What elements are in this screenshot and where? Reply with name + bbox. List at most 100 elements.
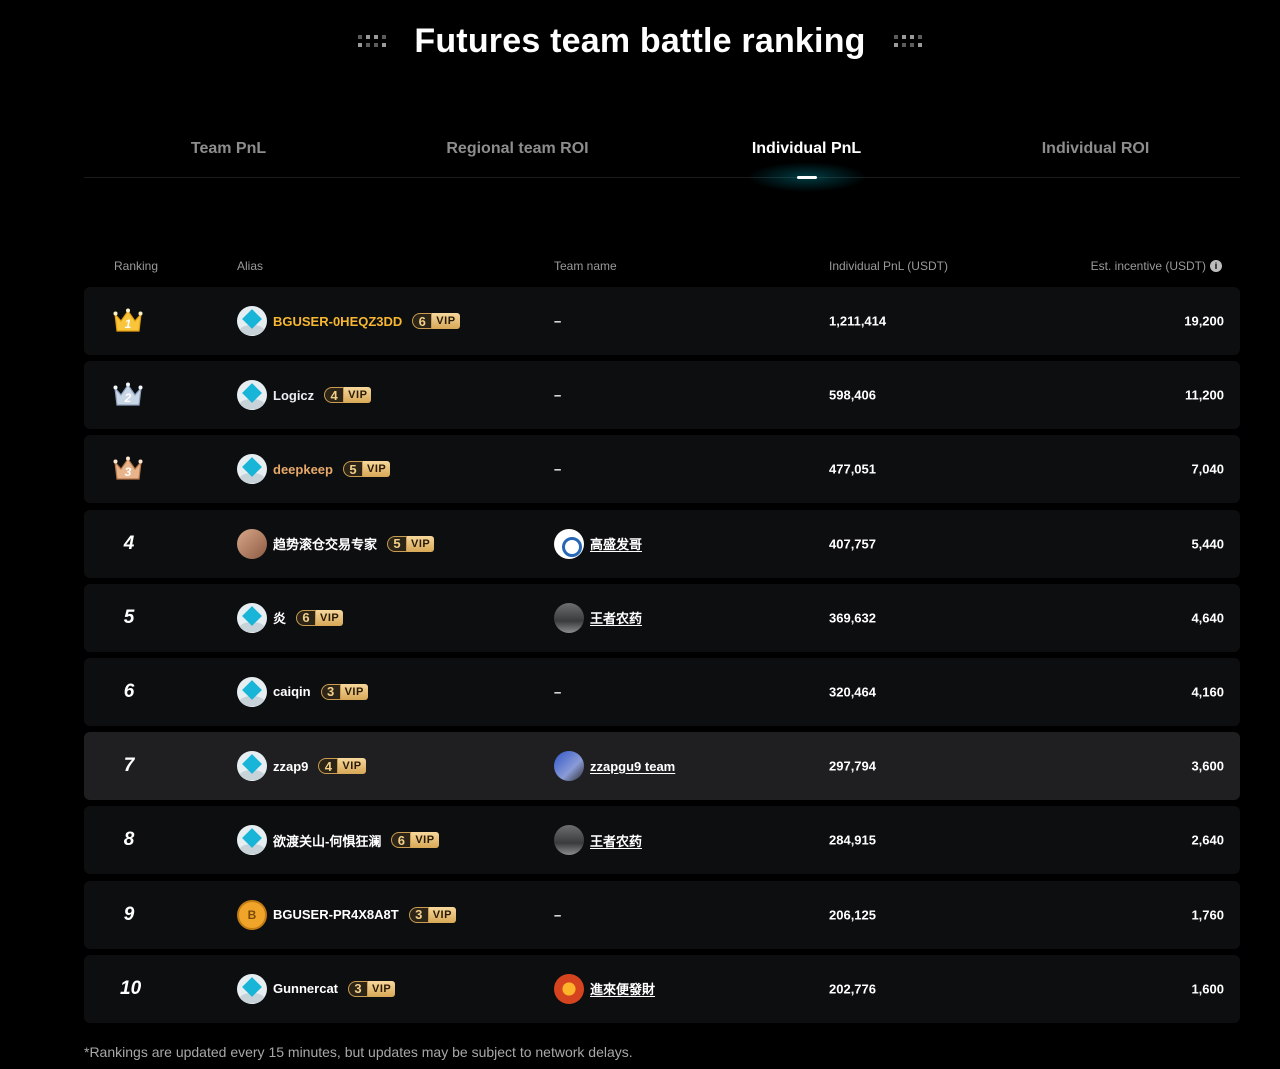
- team-cell: 王者农药: [554, 602, 643, 633]
- header-team-name: Team name: [554, 259, 617, 273]
- rank-number: 9: [123, 903, 135, 925]
- header-est-incentive-label: Est. incentive (USDT): [1090, 259, 1206, 273]
- rank-number: 2: [124, 391, 132, 406]
- avatar: [237, 528, 267, 559]
- vip-badge: 5 VIP: [342, 461, 391, 478]
- individual-pnl: 284,915: [829, 832, 876, 848]
- est-incentive: 19,200: [1184, 313, 1224, 329]
- team-avatar[interactable]: [554, 602, 584, 633]
- est-incentive: 1,600: [1191, 981, 1224, 997]
- default-avatar-icon: [237, 676, 267, 707]
- alias-cell: 趋势滚仓交易专家 5 VIP: [237, 528, 435, 559]
- alias-name: deepkeep: [273, 461, 333, 477]
- vip-badge: 3 VIP: [348, 980, 396, 997]
- vip-label: VIP: [338, 758, 366, 775]
- individual-pnl: 407,757: [829, 536, 876, 552]
- tab-individual-roi[interactable]: Individual ROI: [1041, 140, 1150, 157]
- individual-pnl: 202,776: [829, 981, 876, 997]
- header-est-incentive: Est. incentive (USDT) i: [1091, 259, 1222, 273]
- header-individual-pnl: Individual PnL (USDT): [829, 259, 948, 273]
- est-incentive: 4,160: [1191, 684, 1224, 700]
- team-name-link[interactable]: 王者农药: [590, 833, 643, 849]
- table-row: 7 zzap9 4 VIP zzapgu9 team 297,794 3,600: [84, 732, 1240, 801]
- rank-number: 8: [123, 829, 135, 851]
- default-avatar-icon: [237, 973, 267, 1004]
- alias-cell: BGUSER-0HEQZ3DD 6 VIP: [237, 306, 460, 336]
- vip-level: 5: [342, 461, 363, 478]
- individual-pnl: 1,211,414: [829, 313, 887, 329]
- default-avatar-icon: [237, 306, 267, 336]
- est-incentive: 2,640: [1191, 832, 1224, 848]
- alias-cell: B BGUSER-PR4X8A8T 3 VIP: [237, 899, 456, 930]
- rank-number: 3: [124, 465, 132, 480]
- vip-badge: 4 VIP: [324, 387, 372, 404]
- team-name-link[interactable]: 高盛发哥: [590, 537, 643, 553]
- alias-name: zzap9: [273, 758, 309, 774]
- alias-cell: 欲渡关山-何惧狂澜 6 VIP: [237, 825, 439, 856]
- team-cell: zzapgu9 team: [554, 751, 676, 782]
- individual-pnl: 369,632: [829, 610, 876, 626]
- rank-number: 5: [123, 606, 135, 628]
- header-ranking: Ranking: [114, 259, 159, 273]
- table-row: 3 deepkeep 5 VIP – 477,051 7,040: [84, 435, 1240, 504]
- individual-pnl: 297,794: [829, 758, 876, 774]
- team-name-link[interactable]: 王者农药: [590, 611, 643, 627]
- table-row: 6 caiqin 3 VIP – 320,464 4,160: [84, 657, 1240, 726]
- team-avatar[interactable]: [554, 973, 584, 1004]
- team-avatar[interactable]: [554, 751, 584, 782]
- decorative-dots-left-icon: [358, 35, 387, 47]
- alias-cell: Logicz 4 VIP: [237, 380, 372, 411]
- team-empty: –: [554, 461, 562, 477]
- alias-cell: Gunnercat 3 VIP: [237, 973, 396, 1004]
- vip-label: VIP: [316, 609, 344, 626]
- table-row: 5 炎 6 VIP 王者农药 369,632 4,640: [84, 583, 1240, 652]
- table-row: 2 Logicz 4 VIP – 598,406 11,200: [84, 361, 1240, 430]
- team-empty: –: [554, 907, 562, 922]
- alias-name: Gunnercat: [273, 981, 339, 997]
- table-row: 10 Gunnercat 3 VIP 進來便發財 202,776 1,600: [84, 954, 1240, 1023]
- team-name-link[interactable]: zzapgu9 team: [590, 758, 676, 774]
- team-cell: –: [554, 388, 561, 403]
- vip-level: 5: [387, 535, 408, 552]
- alias-name: 趋势滚仓交易专家: [273, 537, 378, 553]
- tab-individual-pnl[interactable]: Individual PnL: [662, 120, 951, 178]
- default-avatar-icon: [237, 751, 267, 782]
- info-icon[interactable]: i: [1210, 260, 1222, 272]
- alias-cell: 炎 6 VIP: [237, 602, 344, 633]
- vip-label: VIP: [362, 461, 391, 478]
- vip-level: 3: [320, 683, 341, 700]
- silver-crown-icon: 2: [113, 382, 143, 408]
- individual-pnl: 598,406: [829, 387, 876, 403]
- ranking-table-body: 1 BGUSER-0HEQZ3DD 6 VIP –1,211,414 19,200 2 Log…: [84, 287, 1240, 1029]
- vip-badge: 3 VIP: [320, 683, 368, 700]
- team-empty: –: [554, 387, 562, 403]
- team-cell: –: [554, 907, 561, 922]
- est-incentive: 4,640: [1191, 610, 1224, 626]
- rank-number: 4: [123, 532, 135, 554]
- page-title: Futures team battle ranking: [414, 21, 866, 60]
- team-name-link[interactable]: 進來便發財: [590, 982, 656, 998]
- est-incentive: 1,760: [1191, 907, 1224, 922]
- vip-label: VIP: [411, 832, 439, 849]
- vip-badge: 4 VIP: [318, 758, 366, 775]
- table-row: 1 BGUSER-0HEQZ3DD 6 VIP – 1,211,414 19,200: [84, 287, 1240, 355]
- table-row: 4 趋势滚仓交易专家 5 VIP 高盛发哥 407,757 5,440: [84, 509, 1240, 578]
- tab-team-pnl[interactable]: Team PnL: [190, 140, 267, 157]
- vip-badge: 5 VIP: [387, 535, 435, 552]
- team-avatar[interactable]: [554, 528, 584, 559]
- vip-label: VIP: [428, 906, 456, 923]
- table-header: Ranking Alias Team name Individual PnL (…: [84, 256, 1240, 276]
- alias-name: BGUSER-PR4X8A8T: [273, 907, 399, 922]
- vip-level: 4: [324, 387, 345, 404]
- vip-level: 3: [348, 980, 369, 997]
- individual-pnl: 477,051: [829, 461, 876, 477]
- vip-badge: 6 VIP: [412, 313, 460, 329]
- team-cell: –: [554, 684, 561, 699]
- vip-label: VIP: [344, 387, 372, 404]
- est-incentive: 5,440: [1191, 536, 1224, 552]
- team-avatar[interactable]: [554, 825, 584, 856]
- tab-regional-team-roi[interactable]: Regional team ROI: [446, 140, 589, 157]
- team-cell: 王者农药: [554, 825, 643, 856]
- individual-pnl: 206,125: [829, 907, 876, 922]
- alias-name: Logicz: [273, 387, 315, 403]
